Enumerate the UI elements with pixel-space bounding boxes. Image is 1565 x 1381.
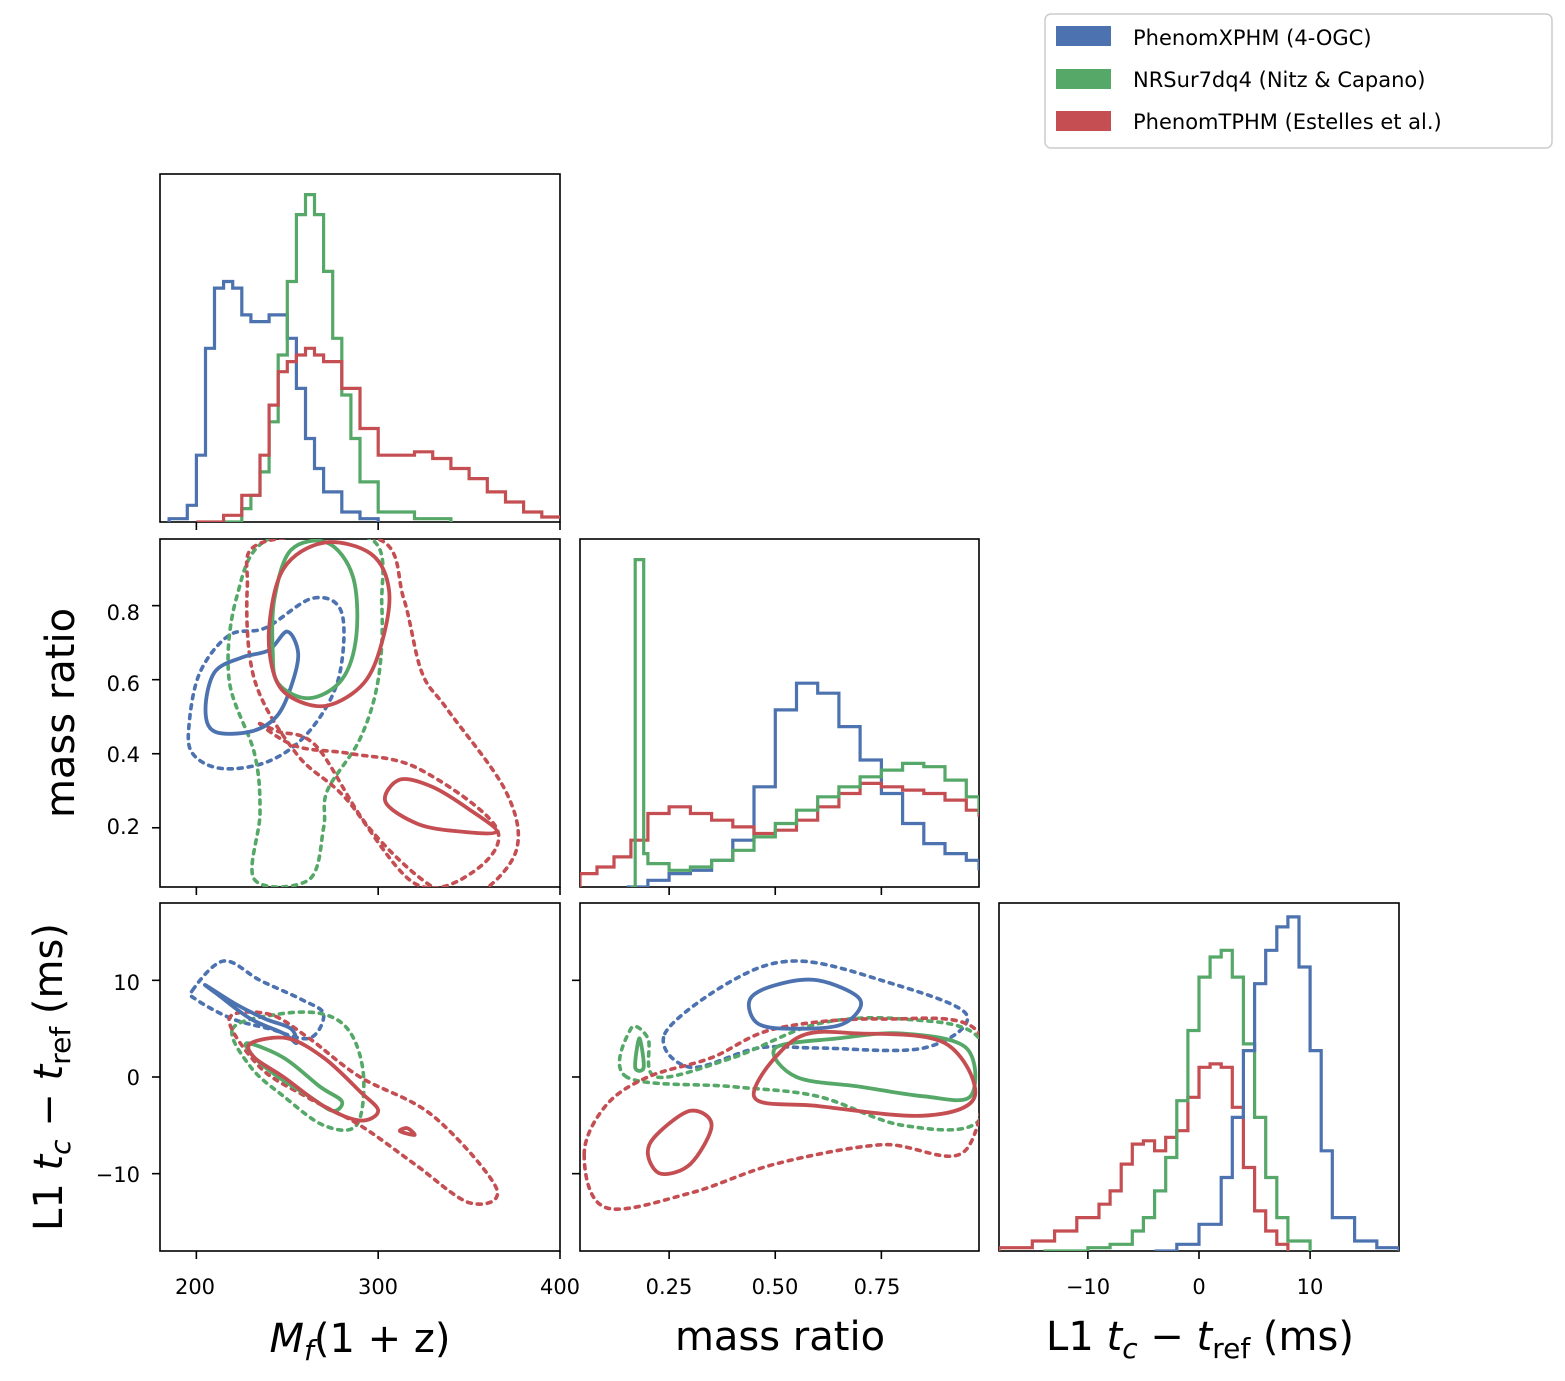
hist-q-blue (626, 681, 979, 887)
hist-mf-blue (167, 279, 380, 522)
tick-label-mf-400: 400 (540, 1275, 580, 1299)
hist-q-green (630, 558, 979, 887)
legend-label-phenomtphm: PhenomTPHM (Estelles et al.) (1133, 110, 1442, 134)
contour-t-vs-q-green-solid2 (771, 1031, 978, 1103)
tick-label-qy-0.8: 0.8 (107, 601, 140, 625)
contour-t-vs-q-red-solid2 (752, 1029, 978, 1118)
x-axis-label-t: L1 tc − tref (ms) (1046, 1314, 1354, 1365)
contour-t-vs-q-green-dotted (617, 1015, 979, 1132)
hist-mf-red (196, 346, 560, 522)
tick-label-t-minus10: −10 (1066, 1275, 1110, 1299)
hist-t-red (999, 1062, 1290, 1251)
panel-t-vs-q-frame (579, 902, 980, 1252)
contour-t-vs-q-blue-solid (746, 977, 863, 1031)
tick-label-ty-10: 10 (113, 971, 140, 995)
tick-label-ty-0: 0 (127, 1066, 140, 1090)
tick-label-qy-0.2: 0.2 (107, 815, 140, 839)
tick-label-ty-minus10: −10 (96, 1163, 140, 1187)
tick-marks (152, 522, 1311, 1259)
hist-mf-green (223, 193, 453, 522)
panel-q-hist-frame (579, 538, 980, 888)
x-axis-label-q: mass ratio (675, 1314, 885, 1360)
legend-swatch-phenomxphm (1056, 26, 1111, 46)
y-axis-label-t: L1 tc − tref (ms) (26, 923, 77, 1231)
contour-t-vs-q-green-solid (633, 1036, 646, 1073)
contour-t-vs-Mf-blue-dotted (188, 959, 326, 1041)
contour-q-vs-Mf-red-solid (266, 540, 392, 709)
tick-label-qy-0.4: 0.4 (107, 743, 140, 767)
tick-label-mf-300: 300 (358, 1275, 398, 1299)
legend-label-phenomxphm: PhenomXPHM (4-OGC) (1133, 26, 1372, 50)
contour-q-vs-Mf-blue-solid (203, 629, 301, 736)
tick-label-q-0.50: 0.50 (752, 1275, 799, 1299)
hist-t-blue (1154, 915, 1399, 1251)
tick-label-t-10: 10 (1297, 1275, 1324, 1299)
legend-swatch-phenomtphm (1056, 111, 1111, 131)
panel-q-vs-mf-frame (159, 538, 561, 888)
chart-marks (167, 193, 1399, 1251)
y-axis-label-q: mass ratio (38, 608, 84, 818)
contour-t-vs-q-red-solid (645, 1108, 714, 1176)
legend-frame (1044, 13, 1553, 149)
contour-t-vs-q-blue-dotted (661, 959, 970, 1070)
contour-t-vs-Mf-red-dotted (227, 1010, 500, 1206)
contour-t-vs-Mf-red-solid2 (397, 1126, 417, 1137)
tick-label-qy-0.6: 0.6 (107, 672, 140, 696)
contour-q-vs-Mf-green-dotted (226, 539, 385, 887)
contour-t-vs-q-red-dotted (582, 1016, 979, 1211)
tick-label-t-0: 0 (1192, 1275, 1205, 1299)
tick-label-q-0.25: 0.25 (646, 1275, 693, 1299)
tick-label-q-0.75: 0.75 (854, 1275, 901, 1299)
contour-t-vs-Mf-green-dotted (230, 1010, 366, 1132)
legend-swatch-nrsur7dq4 (1056, 69, 1111, 89)
contour-q-vs-Mf-green-solid (270, 539, 360, 701)
x-axis-label-mf: Mf(1 + z) (270, 1316, 451, 1367)
contour-q-vs-Mf-red-solid2 (383, 777, 499, 836)
contour-q-vs-Mf-red-dotted (244, 539, 521, 887)
hist-t-green (1043, 948, 1312, 1251)
legend-label-nrsur7dq4: NRSur7dq4 (Nitz & Capano) (1133, 68, 1425, 92)
panel-mf-hist-frame (159, 173, 561, 523)
hist-q-red (580, 781, 979, 887)
contour-t-vs-Mf-red-solid (246, 1035, 381, 1123)
legend: PhenomXPHM (4-OGC) NRSur7dq4 (Nitz & Cap… (1044, 13, 1553, 149)
tick-label-mf-200: 200 (175, 1275, 215, 1299)
contour-q-vs-Mf-blue-dotted (186, 595, 346, 771)
